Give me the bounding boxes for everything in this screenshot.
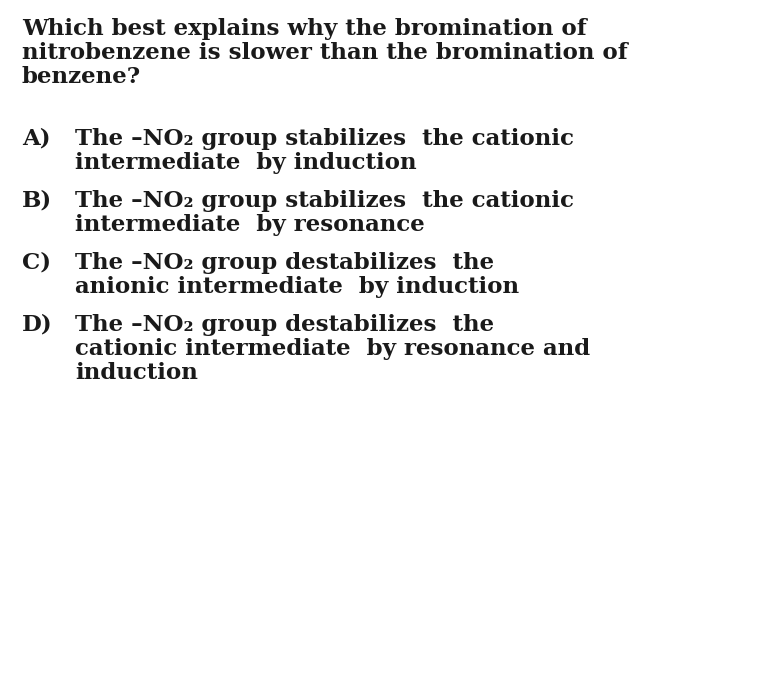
- Text: A): A): [22, 128, 51, 150]
- Text: C): C): [22, 252, 51, 274]
- Text: nitrobenzene is slower than the bromination of: nitrobenzene is slower than the brominat…: [22, 42, 627, 64]
- Text: The –NO₂ group destabilizes  the: The –NO₂ group destabilizes the: [75, 252, 494, 274]
- Text: induction: induction: [75, 362, 198, 384]
- Text: Which best explains why the bromination of: Which best explains why the bromination …: [22, 18, 587, 40]
- Text: anionic intermediate  by induction: anionic intermediate by induction: [75, 276, 519, 298]
- Text: The –NO₂ group stabilizes  the cationic: The –NO₂ group stabilizes the cationic: [75, 128, 574, 150]
- Text: intermediate  by induction: intermediate by induction: [75, 152, 417, 174]
- Text: cationic intermediate  by resonance and: cationic intermediate by resonance and: [75, 338, 590, 360]
- Text: B): B): [22, 189, 52, 212]
- Text: The –NO₂ group stabilizes  the cationic: The –NO₂ group stabilizes the cationic: [75, 189, 574, 212]
- Text: intermediate  by resonance: intermediate by resonance: [75, 214, 425, 236]
- Text: The –NO₂ group destabilizes  the: The –NO₂ group destabilizes the: [75, 314, 494, 336]
- Text: benzene?: benzene?: [22, 66, 141, 88]
- Text: D): D): [22, 314, 53, 336]
